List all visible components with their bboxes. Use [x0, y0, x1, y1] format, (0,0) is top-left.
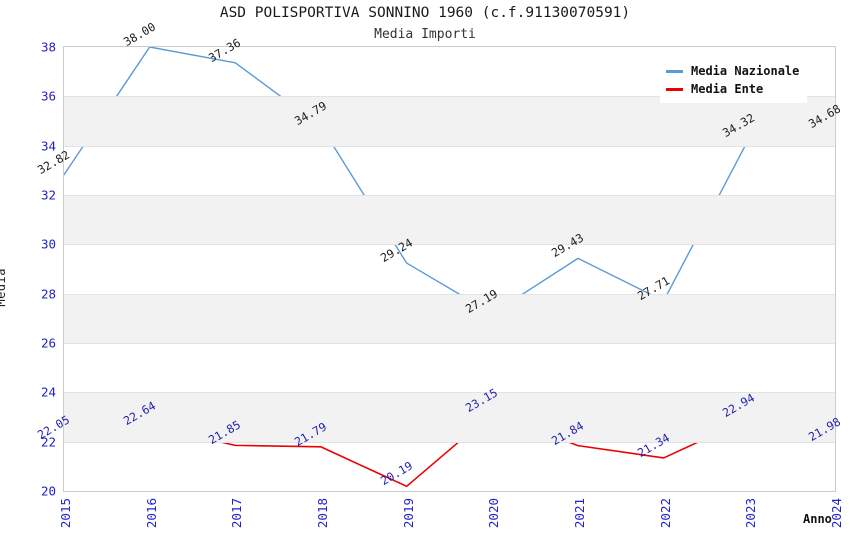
data-point-label: 38.00 — [120, 19, 158, 49]
x-tick-label: 2016 — [143, 498, 159, 529]
gridline — [64, 293, 835, 295]
y-tick-label: 26 — [40, 335, 56, 351]
legend-item[interactable]: Media Ente — [666, 80, 799, 98]
y-tick-label: 24 — [40, 384, 56, 400]
y-tick-label: 34 — [40, 138, 56, 154]
band-stripe — [64, 392, 835, 442]
x-tick-label: 2020 — [486, 498, 502, 529]
y-axis-label: Media — [0, 268, 8, 307]
y-tick-label: 32 — [40, 187, 56, 203]
band-stripe — [64, 195, 835, 245]
gridline — [64, 392, 835, 394]
legend[interactable]: Media Nazionale Media Ente — [660, 58, 808, 103]
y-tick-label: 30 — [40, 236, 56, 252]
legend-swatch-icon — [666, 87, 683, 91]
gridline — [64, 96, 835, 98]
x-tick-label: 2021 — [572, 498, 587, 529]
x-tick-label: 2019 — [400, 498, 416, 529]
x-tick-label: 2023 — [743, 498, 759, 529]
y-tick-label: 36 — [40, 88, 56, 104]
gridline — [64, 343, 835, 344]
gridline — [64, 441, 835, 443]
legend-item[interactable]: Media Nazionale — [666, 62, 799, 80]
gridline — [64, 145, 835, 147]
gridline — [64, 195, 835, 196]
x-tick-label: 2015 — [58, 498, 73, 529]
y-tick-label: 20 — [40, 483, 56, 499]
legend-item-label: Media Ente — [691, 82, 764, 96]
chart-subtitle: Media Importi — [374, 27, 476, 42]
x-tick-label: 2018 — [315, 498, 330, 529]
legend-item-label: Media Nazionale — [691, 64, 800, 78]
y-tick-label: 28 — [40, 286, 56, 302]
gridline — [64, 244, 835, 246]
x-tick-label: 2022 — [657, 498, 673, 529]
x-tick-label: 2017 — [229, 498, 245, 529]
chart-title: ASD POLISPORTIVA SONNINO 1960 (c.f.91130… — [219, 5, 631, 21]
band-stripe — [64, 96, 835, 146]
legend-swatch-icon — [666, 69, 683, 73]
x-axis-label: Anno — [803, 512, 832, 526]
band-stripe — [64, 293, 835, 343]
plot-area: 32.82 38.00 37.36 34.79 29.24 27.19 29.43 27.71… — [35, 20, 843, 492]
